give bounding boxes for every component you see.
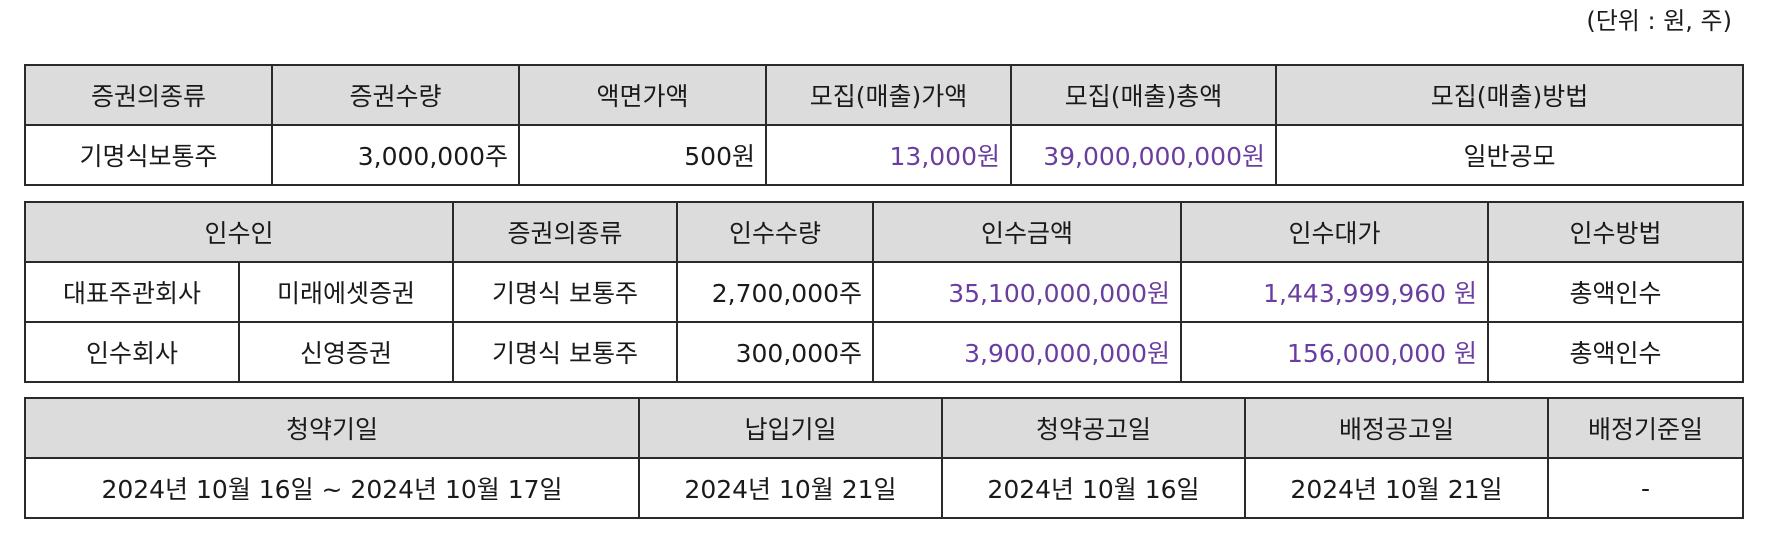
cell-offer-total: 39,000,000,000원 <box>1010 124 1277 186</box>
header-underwrite-fee: 인수대가 <box>1180 201 1490 263</box>
cell-security-quantity: 3,000,000주 <box>271 124 520 186</box>
schedule-header-row: 청약기일 납입기일 청약공고일 배정공고일 배정기준일 <box>24 397 1744 459</box>
cell-allocation-record-date: - <box>1547 457 1744 519</box>
header-subscription-period: 청약기일 <box>24 397 640 459</box>
header-underwrite-amount: 인수금액 <box>872 201 1183 263</box>
header-offer-total: 모집(매출)총액 <box>1010 64 1277 126</box>
cell-offer-price: 13,000원 <box>765 124 1012 186</box>
cell-par-value: 500원 <box>518 124 767 186</box>
header-security-type: 증권의종류 <box>452 201 679 263</box>
offering-header-row: 증권의종류 증권수량 액면가액 모집(매출)가액 모집(매출)총액 모집(매출)… <box>24 64 1744 126</box>
cell-underwriter-name: 신영증권 <box>237 321 455 383</box>
header-security-quantity: 증권수량 <box>271 64 520 126</box>
cell-underwrite-quantity: 2,700,000주 <box>676 261 875 323</box>
header-payment-date: 납입기일 <box>638 397 943 459</box>
cell-underwrite-method: 총액인수 <box>1487 321 1745 383</box>
header-security-type: 증권의종류 <box>24 64 273 126</box>
underwriting-header-row: 인수인 증권의종류 인수수량 인수금액 인수대가 인수방법 <box>23 201 1745 263</box>
header-par-value: 액면가액 <box>518 64 767 126</box>
cell-payment-date: 2024년 10월 21일 <box>638 457 943 519</box>
unit-note: (단위 : 원, 주) <box>1586 7 1732 35</box>
cell-security-type: 기명식보통주 <box>24 124 273 186</box>
header-offer-method: 모집(매출)방법 <box>1275 64 1744 126</box>
cell-underwrite-method: 총액인수 <box>1487 261 1745 323</box>
cell-underwrite-quantity: 300,000주 <box>676 321 875 383</box>
cell-underwrite-amount: 3,900,000,000원 <box>872 321 1183 383</box>
header-underwriter: 인수인 <box>23 201 455 263</box>
header-underwrite-method: 인수방법 <box>1487 201 1745 263</box>
cell-security-type: 기명식 보통주 <box>452 321 679 383</box>
header-underwrite-quantity: 인수수량 <box>676 201 875 263</box>
cell-offer-method: 일반공모 <box>1275 124 1744 186</box>
header-allocation-notice-date: 배정공고일 <box>1244 397 1549 459</box>
cell-underwriter-name: 미래에셋증권 <box>237 261 455 323</box>
offering-table: 증권의종류 증권수량 액면가액 모집(매출)가액 모집(매출)총액 모집(매출)… <box>24 64 1744 186</box>
table-row: 인수회사 신영증권 기명식 보통주 300,000주 3,900,000,000… <box>24 321 1745 383</box>
underwriting-table: 인수인 증권의종류 인수수량 인수금액 인수대가 인수방법 대표주관회사 미래에… <box>23 201 1745 383</box>
cell-security-type: 기명식 보통주 <box>452 261 679 323</box>
header-offer-price: 모집(매출)가액 <box>765 64 1012 126</box>
cell-allocation-notice-date: 2024년 10월 21일 <box>1244 457 1549 519</box>
schedule-table: 청약기일 납입기일 청약공고일 배정공고일 배정기준일 2024년 10월 16… <box>24 397 1744 519</box>
table-row: 대표주관회사 미래에셋증권 기명식 보통주 2,700,000주 35,100,… <box>24 261 1745 323</box>
cell-subscription-notice-date: 2024년 10월 16일 <box>941 457 1246 519</box>
cell-underwriter-role: 대표주관회사 <box>24 261 240 323</box>
table-row: 2024년 10월 16일 ~ 2024년 10월 17일 2024년 10월 … <box>24 457 1744 519</box>
cell-underwrite-amount: 35,100,000,000원 <box>872 261 1183 323</box>
header-allocation-record-date: 배정기준일 <box>1547 397 1744 459</box>
cell-underwrite-fee: 156,000,000 원 <box>1180 321 1490 383</box>
cell-underwriter-role: 인수회사 <box>24 321 240 383</box>
cell-subscription-period: 2024년 10월 16일 ~ 2024년 10월 17일 <box>24 457 640 519</box>
table-row: 기명식보통주 3,000,000주 500원 13,000원 39,000,00… <box>24 124 1744 186</box>
header-subscription-notice-date: 청약공고일 <box>941 397 1246 459</box>
cell-underwrite-fee: 1,443,999,960 원 <box>1180 261 1490 323</box>
